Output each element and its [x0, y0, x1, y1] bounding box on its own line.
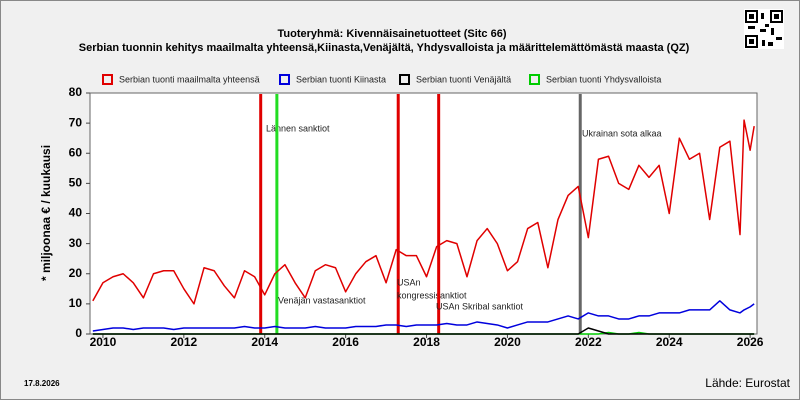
event-label: USAn	[397, 277, 421, 287]
legend-swatch	[102, 74, 113, 85]
x-tick-label: 2016	[332, 335, 359, 349]
qr-code	[744, 9, 784, 49]
y-axis-label: * miljoonaa € / kuukausi	[39, 145, 53, 281]
x-tick-label: 2012	[170, 335, 197, 349]
source: Lähde: Eurostat	[705, 376, 790, 390]
chart-subtitle: Serbian tuonnin kehitys maailmalta yhtee…	[79, 42, 690, 54]
legend-label: Serbian tuonti Yhdysvalloista	[546, 74, 661, 84]
x-tick-label: 2020	[494, 335, 521, 349]
event-label: Lännen sanktiot	[266, 123, 330, 133]
event-label: Venäjän vastasanktiot	[278, 295, 366, 305]
y-tick-label: 70	[69, 115, 83, 129]
plot-area	[89, 92, 758, 335]
x-tick-label: 2010	[90, 335, 117, 349]
y-tick-label: 20	[69, 266, 83, 280]
y-tick-label: 10	[69, 296, 83, 310]
y-tick-label: 30	[69, 236, 83, 250]
series-line	[92, 327, 755, 335]
chart-title: Tuoteryhmä: Kivennäisainetuotteet (Sitc …	[277, 28, 506, 40]
legend-label: Serbian tuonti Kiinasta	[296, 74, 386, 84]
y-tick-label: 40	[69, 206, 83, 220]
series-line	[92, 300, 755, 332]
series-line	[92, 119, 755, 305]
legend-label: Serbian tuonti maailmalta yhteensä	[119, 74, 260, 84]
x-tick-label: 2018	[413, 335, 440, 349]
x-tick-label: 2022	[575, 335, 602, 349]
x-tick-label: 2024	[656, 335, 683, 349]
legend-label: Serbian tuonti Venäjältä	[416, 74, 511, 84]
y-tick-label: 60	[69, 145, 83, 159]
date-stamp: 17.8.2026	[24, 379, 60, 388]
y-tick-label: 0	[75, 326, 82, 340]
x-tick-label: 2014	[251, 335, 278, 349]
legend-swatch	[399, 74, 410, 85]
y-tick-label: 80	[69, 85, 83, 99]
event-label: kongressisanktiot	[397, 290, 467, 300]
y-tick-label: 50	[69, 176, 83, 190]
event-label: USAn Skribal sanktiot	[436, 301, 524, 311]
event-label: Ukrainan sota alkaa	[582, 128, 662, 138]
legend-swatch	[279, 74, 290, 85]
x-tick-label: 2026	[737, 335, 764, 349]
legend-swatch	[529, 74, 540, 85]
